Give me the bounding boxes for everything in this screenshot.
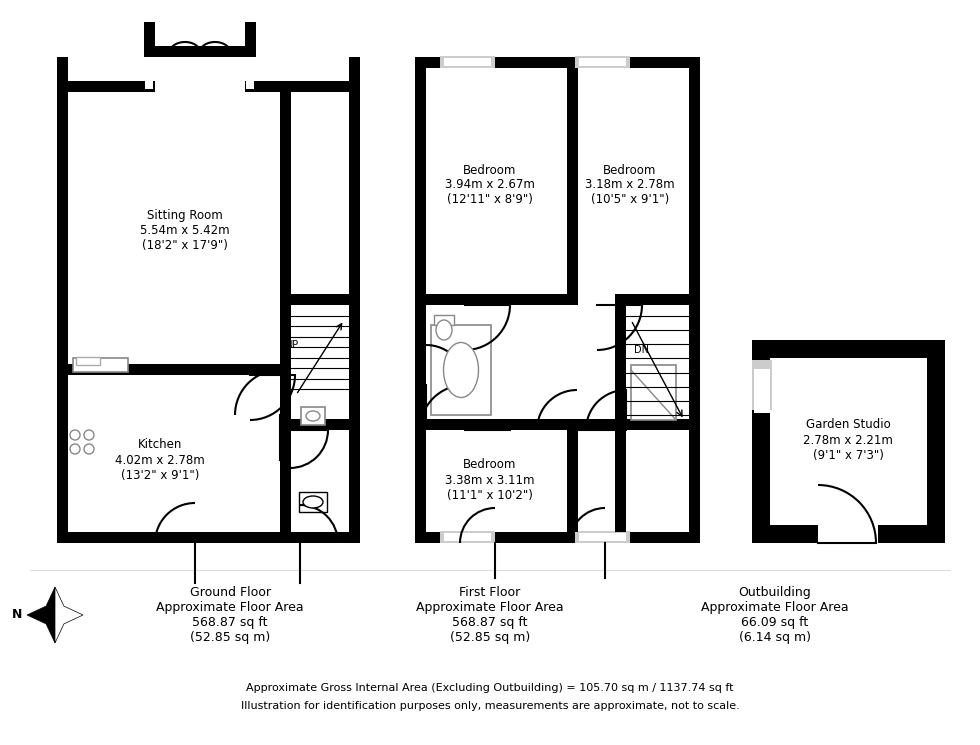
Bar: [444, 58, 491, 66]
Bar: [440, 531, 495, 543]
Bar: [927, 340, 945, 543]
Bar: [431, 325, 491, 415]
Text: Approximate Gross Internal Area (Excluding Outbuilding) = 105.70 sq m / 1137.74 : Approximate Gross Internal Area (Excludi…: [246, 683, 734, 693]
Bar: [567, 68, 578, 305]
Bar: [615, 430, 626, 532]
Bar: [349, 57, 360, 543]
Circle shape: [70, 430, 80, 440]
Bar: [280, 294, 360, 305]
Text: Outbuilding
Approximate Floor Area
66.09 sq ft
(6.14 sq m): Outbuilding Approximate Floor Area 66.09…: [701, 586, 849, 644]
Text: Illustration for identification purposes only, measurements are approximate, not: Illustration for identification purposes…: [241, 701, 739, 711]
Text: N: N: [12, 609, 23, 621]
Bar: [579, 533, 626, 541]
Bar: [754, 369, 770, 413]
Bar: [426, 294, 567, 305]
Text: First Floor
Approximate Floor Area
568.87 sq ft
(52.85 sq m): First Floor Approximate Floor Area 568.8…: [416, 586, 564, 644]
Bar: [426, 419, 578, 430]
Bar: [770, 358, 927, 525]
Ellipse shape: [436, 320, 452, 340]
Bar: [434, 315, 454, 325]
Bar: [73, 358, 128, 372]
Bar: [68, 364, 280, 375]
Bar: [144, 46, 256, 57]
Bar: [415, 57, 700, 68]
Bar: [57, 57, 68, 543]
Bar: [440, 56, 495, 68]
Bar: [245, 22, 256, 57]
Text: Garden Studio
2.78m x 2.21m
(9'1" x 7'3"): Garden Studio 2.78m x 2.21m (9'1" x 7'3"…: [803, 419, 893, 461]
Text: UP: UP: [285, 340, 298, 350]
Bar: [579, 58, 626, 66]
Bar: [567, 419, 626, 430]
Bar: [57, 532, 360, 543]
Ellipse shape: [306, 411, 320, 421]
Text: DN: DN: [634, 345, 649, 355]
Circle shape: [84, 444, 94, 454]
Bar: [246, 75, 254, 89]
Ellipse shape: [303, 496, 323, 508]
Bar: [280, 92, 291, 375]
Bar: [575, 56, 630, 68]
Bar: [57, 81, 155, 92]
Bar: [752, 340, 770, 543]
Bar: [415, 57, 426, 543]
Bar: [615, 419, 689, 430]
Text: Bedroom
3.94m x 2.67m
(12'11" x 8'9"): Bedroom 3.94m x 2.67m (12'11" x 8'9"): [445, 163, 535, 206]
Bar: [752, 525, 945, 543]
Text: Bedroom
3.18m x 2.78m
(10'5" x 9'1"): Bedroom 3.18m x 2.78m (10'5" x 9'1"): [585, 163, 675, 206]
Text: Bedroom
3.38m x 3.11m
(11'1" x 10'2"): Bedroom 3.38m x 3.11m (11'1" x 10'2"): [445, 458, 535, 501]
Bar: [145, 75, 153, 89]
Polygon shape: [27, 587, 55, 643]
Text: Ground Floor
Approximate Floor Area
568.87 sq ft
(52.85 sq m): Ground Floor Approximate Floor Area 568.…: [156, 586, 304, 644]
Bar: [689, 57, 700, 543]
Bar: [575, 531, 630, 543]
Bar: [301, 407, 325, 425]
Bar: [280, 419, 349, 430]
Bar: [567, 430, 578, 532]
Bar: [444, 533, 491, 541]
Bar: [299, 492, 327, 512]
Text: Kitchen
4.02m x 2.78m
(13'2" x 9'1"): Kitchen 4.02m x 2.78m (13'2" x 9'1"): [115, 439, 205, 481]
Bar: [280, 375, 291, 532]
Circle shape: [70, 444, 80, 454]
Text: Sitting Room
5.54m x 5.42m
(18'2" x 17'9"): Sitting Room 5.54m x 5.42m (18'2" x 17'9…: [140, 209, 230, 252]
Circle shape: [84, 430, 94, 440]
Bar: [818, 525, 878, 543]
Bar: [76, 357, 100, 365]
Bar: [415, 532, 700, 543]
Bar: [615, 294, 689, 305]
Bar: [752, 340, 945, 358]
Bar: [245, 81, 360, 92]
Bar: [752, 360, 772, 410]
Bar: [631, 365, 676, 420]
Bar: [144, 22, 155, 57]
Bar: [615, 305, 626, 430]
Polygon shape: [55, 587, 83, 643]
Ellipse shape: [444, 343, 478, 398]
